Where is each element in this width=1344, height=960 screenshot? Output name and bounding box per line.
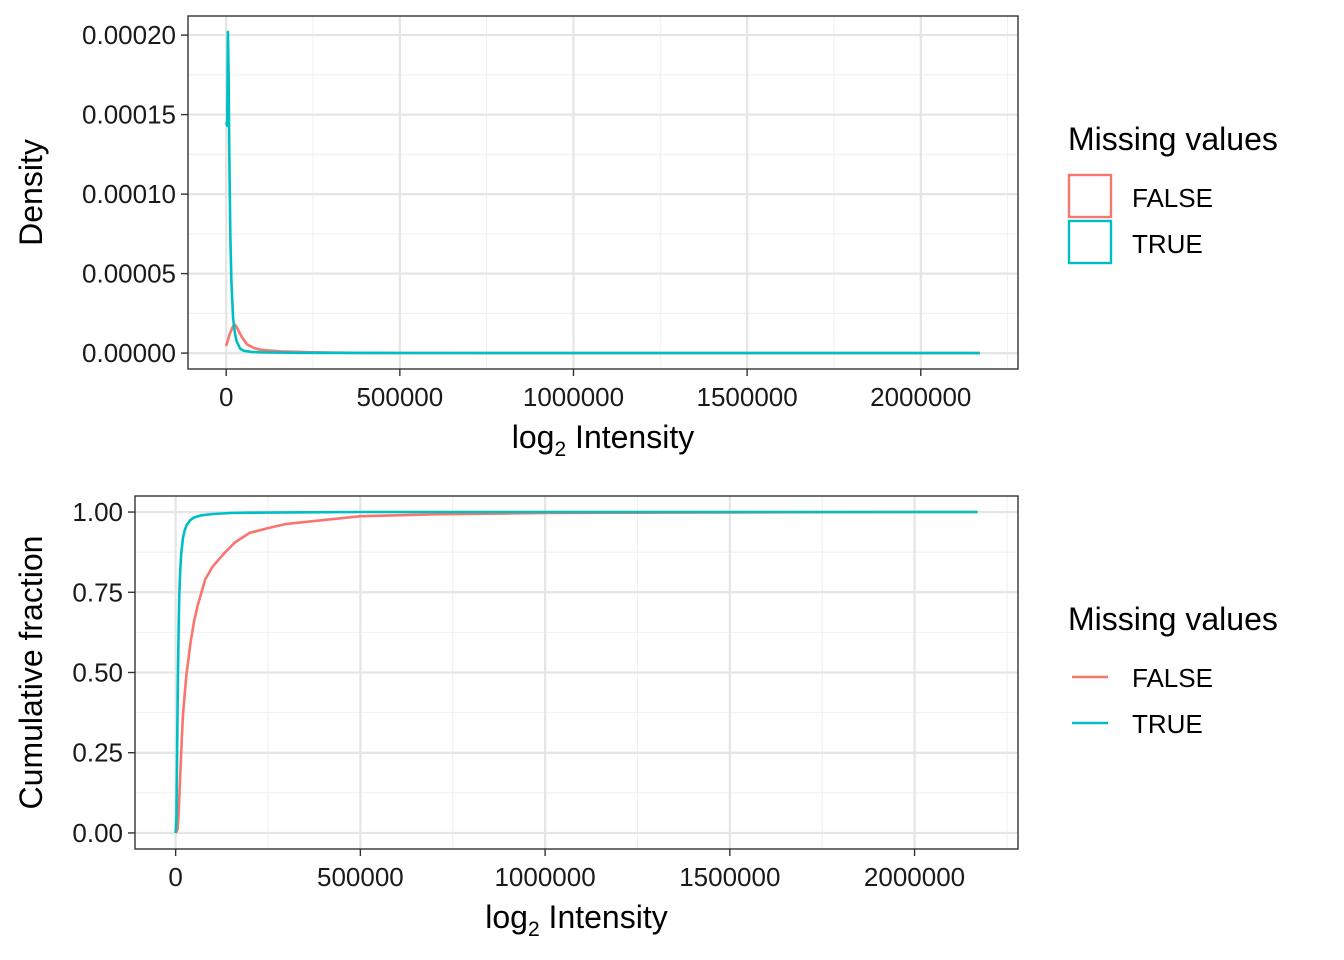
series-line-true (224, 30, 980, 355)
y-tick-label: 0.00 (72, 818, 123, 848)
x-axis-title: log2 Intensity (485, 899, 667, 941)
series-line-false (174, 510, 978, 834)
y-tick-label: 0.00020 (82, 20, 176, 50)
y-tick-label: 0.00010 (82, 179, 176, 209)
density-chart: 0 500000 1000000 1500000 2000000 0.00000 0.000… (13, 15, 1278, 461)
legend-label-true: TRUE (1132, 709, 1203, 739)
y-tick-label: 0.00005 (82, 259, 176, 289)
legend: Missing values FALSE TRUE (1067, 121, 1278, 265)
y-axis-title: Cumulative fraction (13, 536, 49, 810)
y-tick-label: 0.00015 (82, 100, 176, 130)
legend: Missing values FALSE TRUE (1068, 601, 1278, 739)
legend-title: Missing values (1068, 121, 1278, 157)
y-axis-title: Density (13, 139, 49, 246)
y-tick-label: 0.25 (72, 738, 123, 768)
x-tick-label: 2000000 (870, 382, 971, 412)
y-tick-label: 1.00 (72, 497, 123, 527)
x-tick-label: 1000000 (523, 382, 624, 412)
legend-label-true: TRUE (1132, 229, 1203, 259)
x-tick-label: 1500000 (697, 382, 798, 412)
x-tick-label: 500000 (317, 862, 404, 892)
legend-title: Missing values (1068, 601, 1278, 637)
series-line-true (174, 510, 978, 834)
x-axis-title: log2 Intensity (512, 419, 694, 461)
y-tick-label: 0.50 (72, 658, 123, 688)
x-tick-label: 1000000 (494, 862, 595, 892)
x-tick-label: 500000 (356, 382, 443, 412)
legend-key-false (1067, 173, 1113, 219)
legend-key-true (1067, 219, 1113, 265)
y-tick-label: 0.75 (72, 577, 123, 607)
x-tick-label: 1500000 (679, 862, 780, 892)
x-tick-label: 0 (168, 862, 182, 892)
x-tick-label: 0 (219, 382, 233, 412)
panel-border (187, 15, 1019, 370)
legend-label-false: FALSE (1132, 663, 1213, 693)
cumulative-chart: 0 500000 1000000 1500000 2000000 0.00 0.25 0.50… (13, 495, 1278, 941)
x-tick-label: 2000000 (864, 862, 965, 892)
y-tick-label: 0.00000 (82, 338, 176, 368)
legend-label-false: FALSE (1132, 183, 1213, 213)
